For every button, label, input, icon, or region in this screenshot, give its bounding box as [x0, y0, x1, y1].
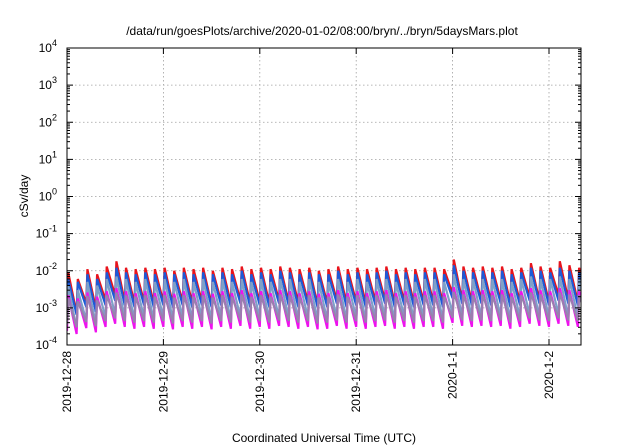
- series-line-5: [67, 291, 581, 328]
- y-tick-label: 103: [39, 75, 57, 92]
- x-tick-label: 2019-12-28: [60, 351, 74, 413]
- y-tick-label: 104: [39, 38, 57, 55]
- y-axis-title: cSv/day: [17, 175, 31, 218]
- series-layer: [67, 259, 581, 335]
- x-tick-label: 2019-12-29: [156, 351, 170, 413]
- x-tick-label: 2020-1-1: [446, 351, 460, 399]
- y-tick-label: 101: [39, 149, 57, 166]
- y-tick-label: 10-3: [36, 298, 57, 315]
- series-line-4: [67, 286, 581, 335]
- y-tick-label: 10-1: [36, 224, 57, 241]
- chart-title: /data/run/goesPlots/archive/2020-01-02/0…: [126, 24, 518, 38]
- x-tick-label: 2019-12-30: [253, 351, 267, 413]
- x-axis-title: Coordinated Universal Time (UTC): [232, 431, 416, 445]
- y-tick-label: 10-2: [36, 261, 57, 278]
- y-tick-label: 10-4: [36, 335, 57, 352]
- x-tick-label: 2020-1-2: [542, 351, 556, 399]
- grid-layer: [67, 48, 581, 345]
- y-tick-label: 102: [39, 112, 57, 129]
- tick-layer: 10-4 10-3 10-2 10-1 100 101 102 103 104 2019-12-2…: [36, 38, 581, 412]
- y-tick-label: 100: [39, 187, 57, 204]
- x-tick-label: 2019-12-31: [349, 351, 363, 413]
